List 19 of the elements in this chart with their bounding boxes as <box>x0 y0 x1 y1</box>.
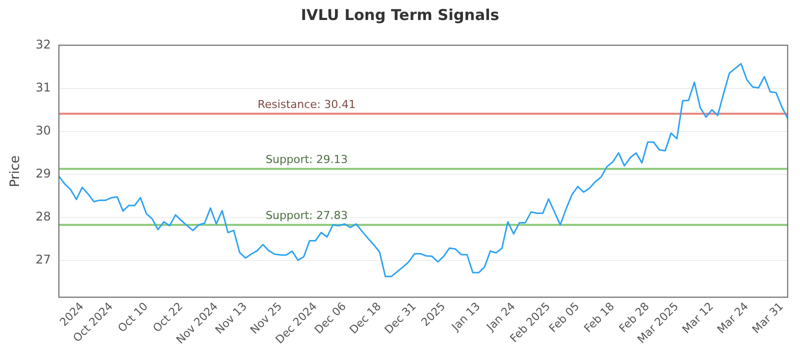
y-axis-title: Price <box>8 155 24 188</box>
chart-title: IVLU Long Term Signals <box>300 6 500 24</box>
x-tick-label: Mar 12 <box>680 300 716 336</box>
y-tick-label: 30 <box>36 123 51 138</box>
y-tick-label: 31 <box>36 80 51 94</box>
x-tick-label: Mar 24 <box>714 300 751 336</box>
x-tick-label: Dec 18 <box>347 300 384 336</box>
x-tick-label: Mar 31 <box>750 300 786 336</box>
y-tick-label: 32 <box>36 37 51 52</box>
ref-line-label: Resistance: 30.41 <box>258 98 356 112</box>
x-tick-label: Feb 18 <box>582 300 617 336</box>
y-tick-label: 28 <box>36 210 51 224</box>
y-tick-label: 27 <box>36 252 51 267</box>
x-tick-label: Jan 13 <box>448 300 483 334</box>
y-tick-label: 29 <box>36 166 51 181</box>
x-tick-label: Dec 31 <box>382 300 419 336</box>
ref-line-label: Support: 29.13 <box>266 153 348 166</box>
x-tick-label: Oct 10 <box>115 300 150 335</box>
ref-line-label: Support: 27.83 <box>266 209 348 222</box>
